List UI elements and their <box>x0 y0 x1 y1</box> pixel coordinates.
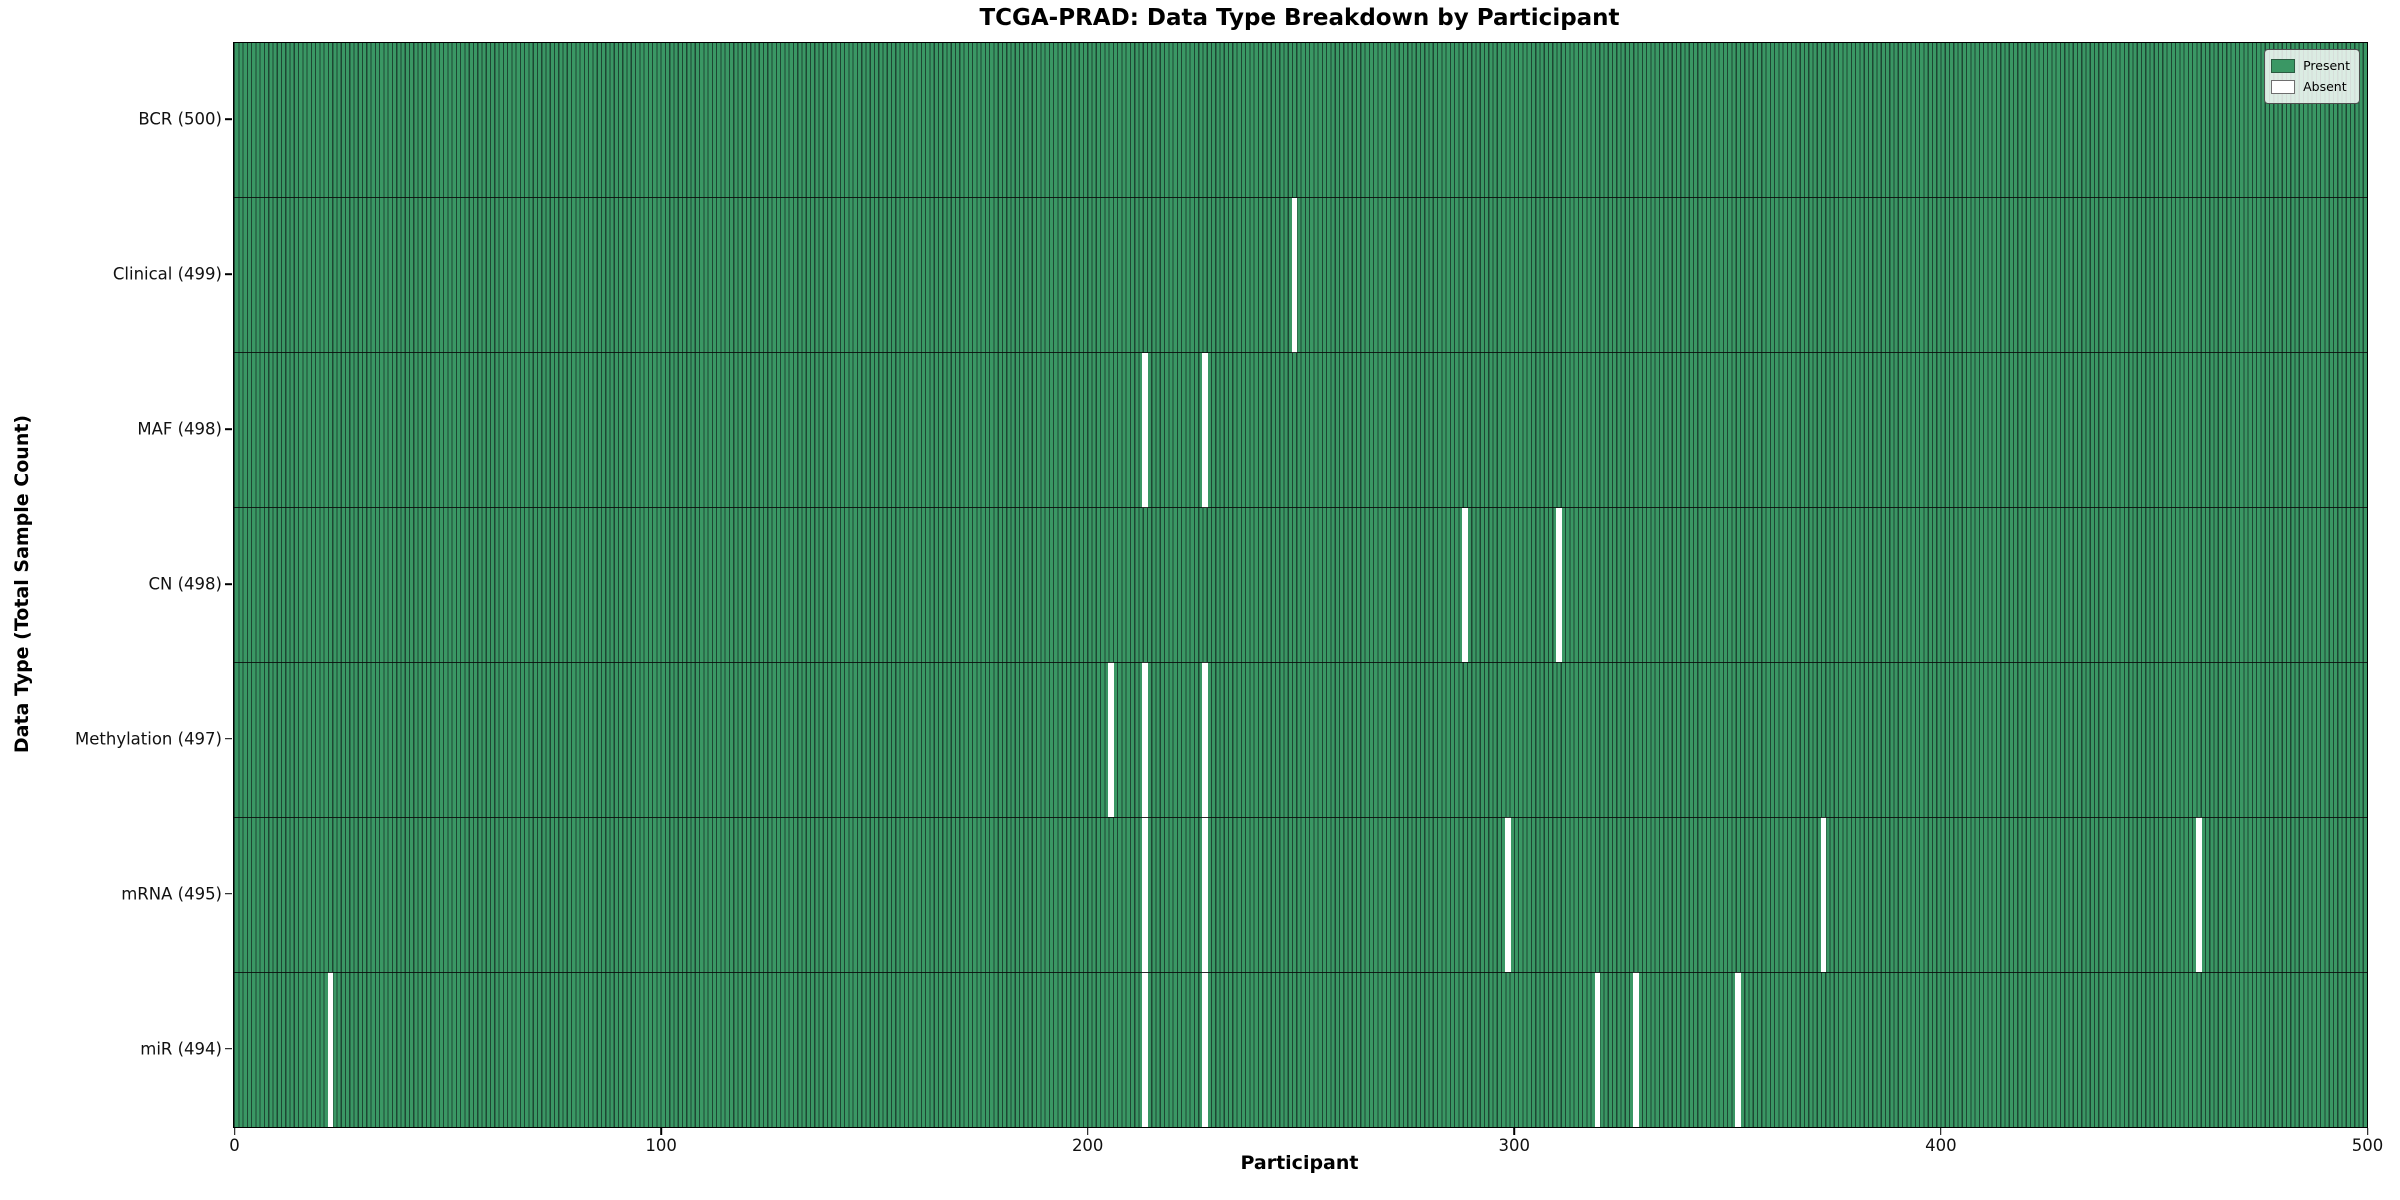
x-tick-label-300: 300 <box>1498 1136 1531 1155</box>
absent-gap <box>1202 662 1208 818</box>
row-separator <box>234 506 2367 509</box>
absent-swatch-icon <box>2271 79 2296 94</box>
y-tick-mark <box>225 273 232 276</box>
x-tick-label-100: 100 <box>645 1136 677 1155</box>
row-separator <box>234 197 2367 199</box>
absent-gap <box>327 972 334 1127</box>
heat-row-mir <box>234 972 2367 1127</box>
legend-entry-absent: Absent <box>2271 76 2350 97</box>
legend-present-label: Present <box>2303 58 2350 73</box>
absent-gap <box>1291 197 1298 353</box>
absent-gap <box>1108 662 1114 818</box>
y-tick-label-bcr: BCR (500) <box>138 109 222 129</box>
row-separator <box>234 816 2367 818</box>
y-tick-mark <box>225 1047 232 1050</box>
x-tick-mark <box>233 1127 236 1135</box>
absent-gap <box>1202 972 1208 1127</box>
y-axis-label: Data Type (Total Sample Count) <box>11 414 33 754</box>
row-separator <box>234 352 2367 354</box>
y-tick-label-methylation: Methylation (497) <box>75 729 222 749</box>
heat-row-methylation <box>234 662 2367 818</box>
x-tick-label-400: 400 <box>1925 1136 1957 1155</box>
absent-gap <box>1504 817 1511 973</box>
absent-gap <box>1820 817 1827 973</box>
chart-title: TCGA-PRAD: Data Type Breakdown by Partic… <box>979 5 1620 31</box>
absent-gap <box>1202 817 1208 973</box>
heat-row-maf <box>234 352 2367 508</box>
legend-entry-present: Present <box>2271 55 2350 76</box>
legend: Present Absent <box>2264 49 2360 104</box>
y-tick-label-clinical: Clinical (499) <box>112 264 222 284</box>
absent-gap <box>1735 972 1741 1127</box>
x-tick-mark <box>660 1127 662 1135</box>
plot-area: Present Absent <box>233 42 2368 1128</box>
heat-row-cn <box>234 507 2367 663</box>
absent-gap <box>1202 352 1208 508</box>
absent-gap <box>1556 507 1562 663</box>
x-tick-mark <box>1086 1127 1089 1135</box>
x-tick-mark <box>1513 1127 1516 1135</box>
x-tick-mark <box>1940 1127 1942 1135</box>
heat-row-mrna <box>234 817 2367 973</box>
x-tick-label-0: 0 <box>229 1136 240 1155</box>
y-tick-mark <box>225 892 232 895</box>
y-tick-mark <box>225 118 232 121</box>
x-tick-label-500: 500 <box>2351 1136 2384 1155</box>
x-axis-label: Participant <box>1240 1152 1359 1174</box>
heat-row-clinical <box>234 197 2367 353</box>
row-separator <box>234 661 2367 664</box>
absent-gap <box>2196 817 2202 973</box>
absent-gap <box>1632 972 1639 1127</box>
absent-gap <box>1594 972 1601 1127</box>
absent-gap <box>1142 352 1148 508</box>
absent-gap <box>1142 972 1148 1127</box>
heat-row-bcr <box>234 43 2367 198</box>
y-tick-mark <box>225 583 232 585</box>
y-tick-mark <box>225 428 232 430</box>
y-tick-label-mrna: mRNA (495) <box>121 884 222 904</box>
y-tick-label-cn: CN (498) <box>148 574 222 594</box>
y-tick-label-mir: miR (494) <box>140 1039 222 1059</box>
y-tick-mark <box>225 738 232 740</box>
absent-gap <box>1142 662 1148 818</box>
x-tick-label-200: 200 <box>1071 1136 1104 1155</box>
row-separator <box>234 971 2367 973</box>
absent-gap <box>1462 507 1468 663</box>
x-tick-mark <box>2366 1127 2369 1135</box>
legend-absent-label: Absent <box>2303 79 2347 95</box>
absent-gap <box>1142 817 1148 973</box>
present-swatch-icon <box>2271 58 2296 73</box>
y-tick-label-maf: MAF (498) <box>137 419 222 439</box>
